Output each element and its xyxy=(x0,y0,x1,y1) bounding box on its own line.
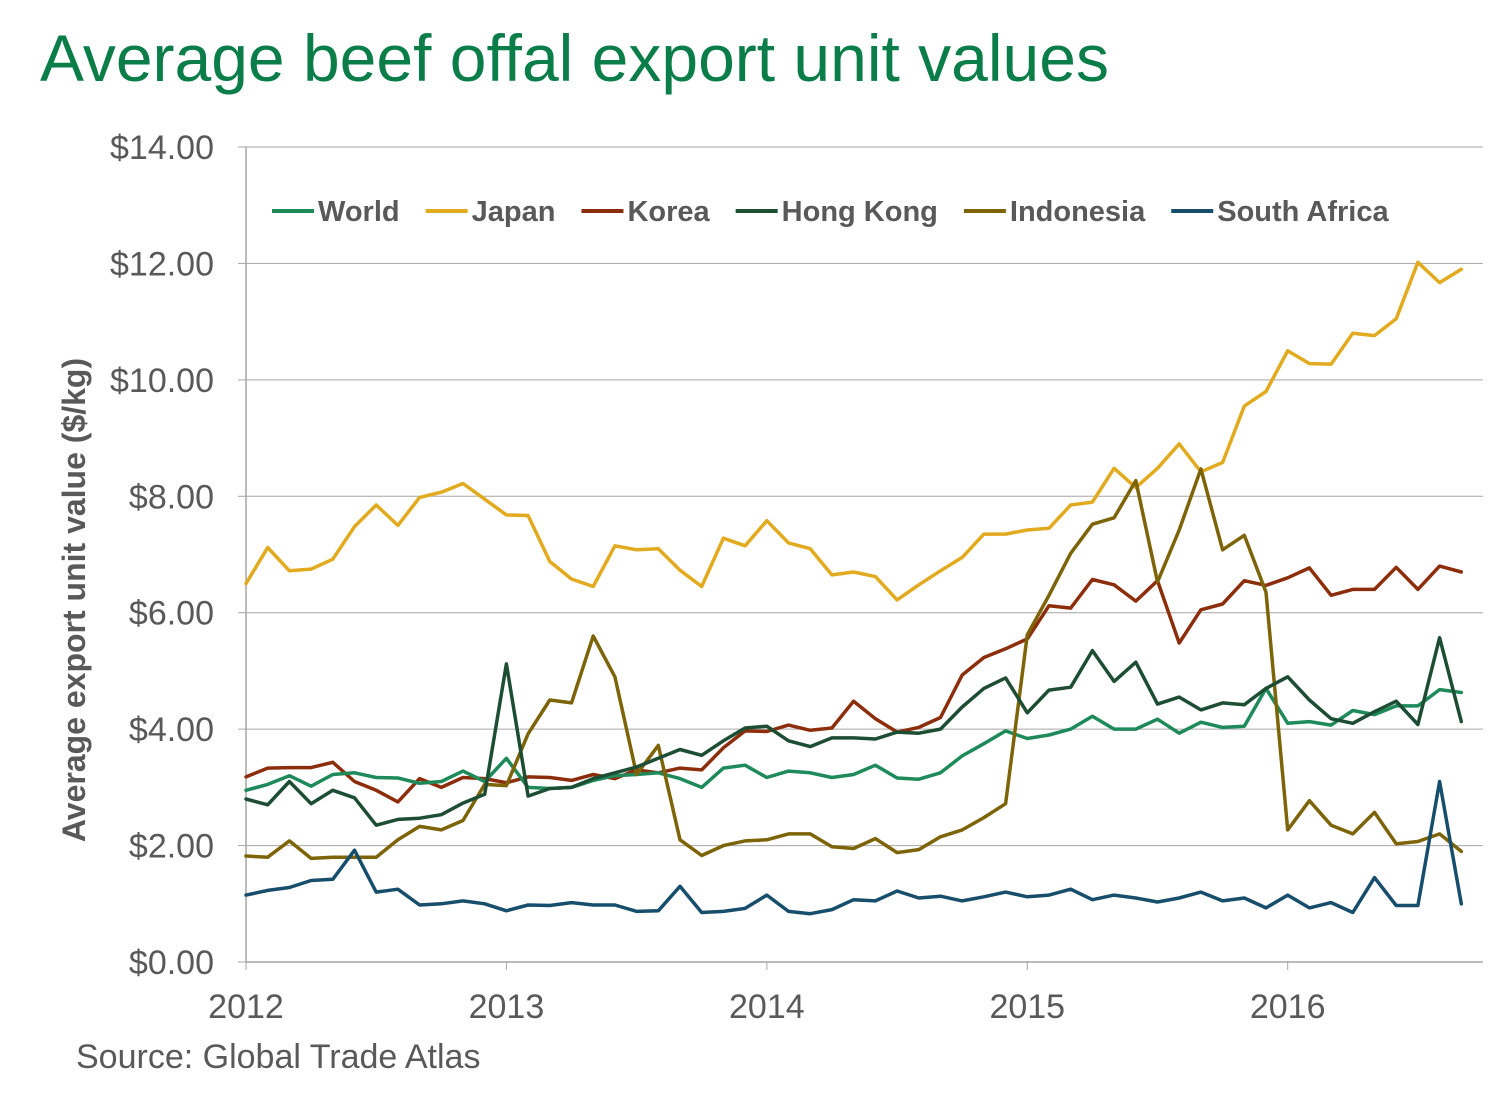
legend-item-hong-kong: Hong Kong xyxy=(735,196,938,228)
legend-label: South Africa xyxy=(1217,196,1389,228)
legend: World Japan Korea Hong Kong Indonesia South A… xyxy=(272,196,1389,228)
legend-label: Hong Kong xyxy=(782,196,938,228)
y-tick-label: $4.00 xyxy=(129,711,214,749)
legend-label: Korea xyxy=(627,196,710,228)
y-tick-label: $14.00 xyxy=(110,129,214,167)
legend-label: World xyxy=(318,196,400,228)
legend-item-south-africa: South Africa xyxy=(1171,196,1389,228)
chart-title: Average beef offal export unit values xyxy=(40,21,1109,95)
y-tick-label: $0.00 xyxy=(129,944,214,982)
y-tick-label: $6.00 xyxy=(129,595,214,633)
x-tick-label: 2012 xyxy=(208,988,284,1026)
legend-item-japan: Japan xyxy=(425,196,556,228)
y-tick-label: $10.00 xyxy=(110,362,214,400)
series-line-south-africa xyxy=(244,779,1464,916)
legend-label: Japan xyxy=(472,196,556,228)
x-tick-label: 2014 xyxy=(729,988,805,1026)
y-axis-label: Average export unit value ($/kg) xyxy=(56,358,92,842)
legend-label: Indonesia xyxy=(1010,196,1146,228)
series-lines xyxy=(244,260,1464,916)
series-line-japan xyxy=(244,260,1464,602)
series-line-korea xyxy=(244,564,1464,804)
series-line-hong-kong xyxy=(244,635,1464,827)
legend-item-world: World xyxy=(272,196,400,228)
legend-item-indonesia: Indonesia xyxy=(963,196,1146,228)
line-chart: $0.00 $2.00 $4.00 $6.00 $8.00 $10.00 $12.00 $14… xyxy=(56,129,1483,1026)
x-tick-label: 2015 xyxy=(989,988,1065,1026)
y-axis-tick-labels: $0.00 $2.00 $4.00 $6.00 $8.00 $10.00 $12.00 $14… xyxy=(110,129,214,982)
y-tick-label: $12.00 xyxy=(110,245,214,283)
x-tick-label: 2016 xyxy=(1250,988,1326,1026)
axes xyxy=(238,146,1483,970)
source-note: Source: Global Trade Atlas xyxy=(76,1038,481,1076)
y-tick-label: $2.00 xyxy=(129,828,214,866)
legend-item-korea: Korea xyxy=(581,196,711,228)
x-axis-tick-labels: 2012 2013 2014 2015 2016 xyxy=(208,988,1325,1026)
y-tick-label: $8.00 xyxy=(129,478,214,516)
series-line-world xyxy=(244,686,1464,793)
series-line-indonesia xyxy=(244,467,1464,861)
x-tick-label: 2013 xyxy=(469,988,545,1026)
gridlines xyxy=(246,146,1483,847)
